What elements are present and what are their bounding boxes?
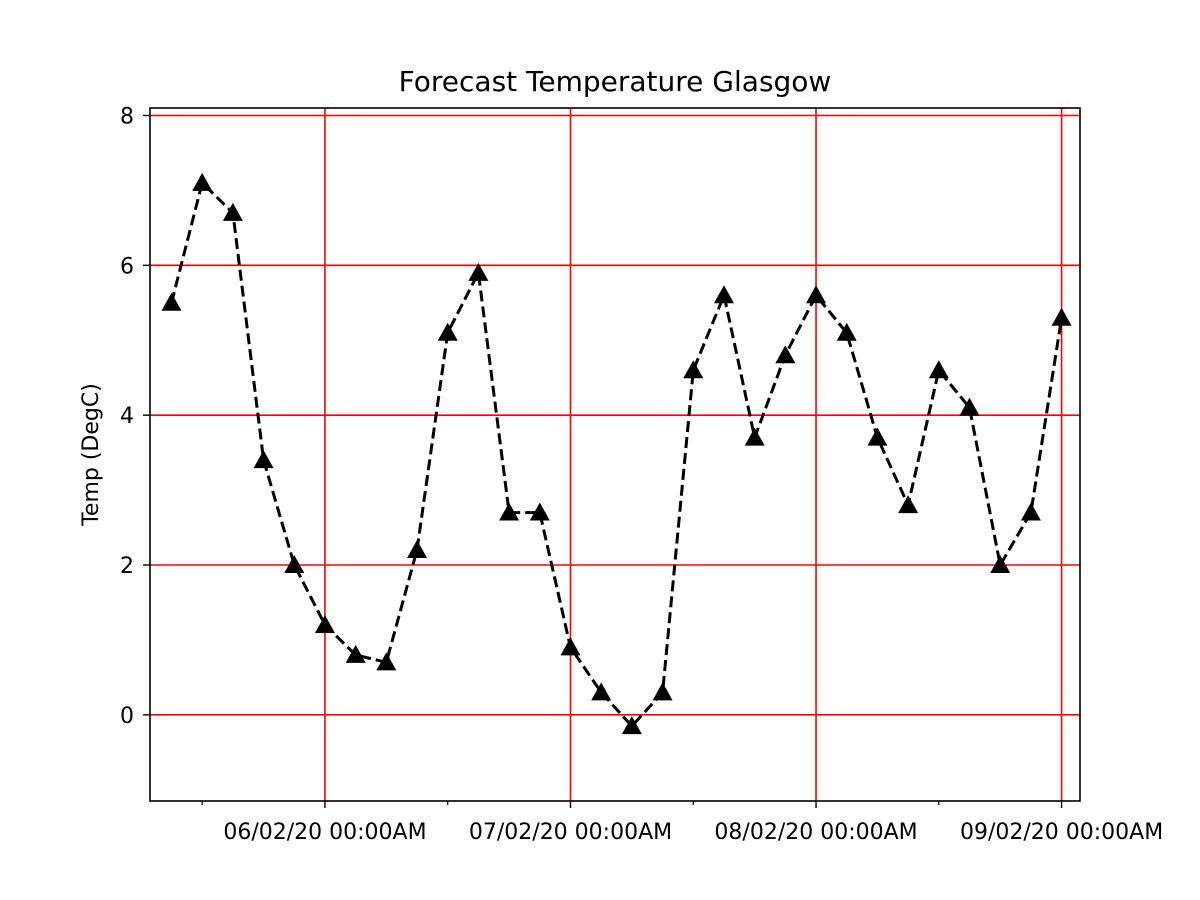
x-tick-label-3: 09/02/20 00:00AM xyxy=(960,820,1163,845)
axis-ticks: 0 2 4 6 8 06/02/20 00:00AM 07/02/20 00:00AM 08/… xyxy=(120,104,1163,845)
data-point-25 xyxy=(928,360,949,379)
y-tick-label-1: 2 xyxy=(120,554,134,579)
data-point-2 xyxy=(222,202,243,221)
series-line xyxy=(170,180,1064,729)
chart-title: Forecast Temperature Glasgow xyxy=(399,65,832,98)
data-point-24 xyxy=(898,495,919,514)
series-line-0 xyxy=(170,180,1064,729)
x-tick-label-1: 07/02/20 00:00AM xyxy=(469,820,672,845)
data-point-11 xyxy=(499,502,520,521)
x-tick-label-2: 08/02/20 00:00AM xyxy=(714,820,917,845)
data-point-3 xyxy=(253,450,274,469)
data-point-21 xyxy=(806,285,827,304)
data-point-4 xyxy=(284,555,305,574)
data-point-19 xyxy=(744,427,765,446)
data-point-15 xyxy=(621,716,642,735)
y-tick-label-3: 6 xyxy=(120,254,134,279)
plot-frame xyxy=(149,107,1081,802)
data-point-27 xyxy=(990,555,1011,574)
data-point-17 xyxy=(683,360,704,379)
data-point-1 xyxy=(192,172,213,191)
data-point-28 xyxy=(1020,502,1041,521)
data-point-10 xyxy=(468,262,489,281)
data-point-13 xyxy=(560,637,581,656)
grid xyxy=(150,108,1080,801)
y-axis-label: Temp (DegC) xyxy=(79,383,104,527)
data-point-7 xyxy=(376,652,397,671)
data-point-29 xyxy=(1051,307,1072,326)
data-point-6 xyxy=(345,644,366,663)
data-point-16 xyxy=(652,682,673,701)
data-markers xyxy=(161,172,1072,735)
y-tick-label-0: 0 xyxy=(120,704,134,729)
data-point-9 xyxy=(437,322,458,341)
data-point-18 xyxy=(713,285,734,304)
data-point-8 xyxy=(407,540,428,559)
y-tick-label-2: 4 xyxy=(120,404,134,429)
data-point-14 xyxy=(591,682,612,701)
data-point-12 xyxy=(529,502,550,521)
data-point-5 xyxy=(314,614,335,633)
data-point-26 xyxy=(959,397,980,416)
x-tick-label-0: 06/02/20 00:00AM xyxy=(223,820,426,845)
data-point-0 xyxy=(161,292,182,311)
data-point-23 xyxy=(867,427,888,446)
data-point-22 xyxy=(836,322,857,341)
data-point-20 xyxy=(775,345,796,364)
y-tick-label-4: 8 xyxy=(120,104,134,129)
